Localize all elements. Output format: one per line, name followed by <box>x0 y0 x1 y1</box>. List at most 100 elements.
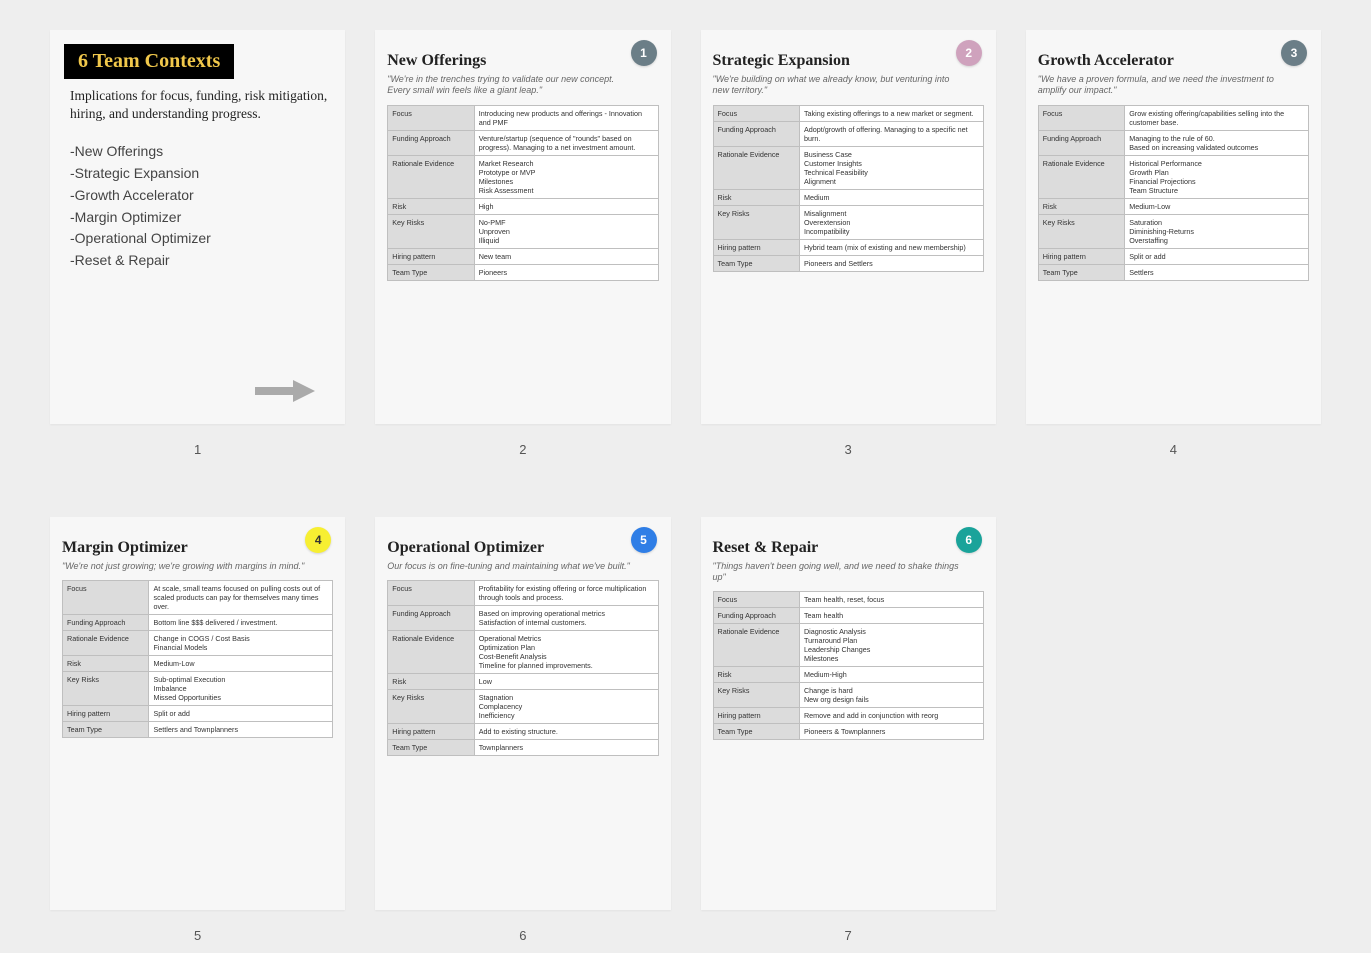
intro-list-item: -Reset & Repair <box>70 250 333 272</box>
table-row: Rationale EvidenceMarket ResearchPrototy… <box>388 155 658 198</box>
row-value: Introducing new products and offerings -… <box>474 105 658 130</box>
slide-context: 3Growth Accelerator"We have a proven for… <box>1026 30 1321 424</box>
table-row: FocusAt scale, small teams focused on pu… <box>63 580 333 614</box>
slide-5: 4Margin Optimizer"We're not just growing… <box>50 517 345 944</box>
row-label: Rationale Evidence <box>713 624 799 667</box>
row-label: Risk <box>388 198 474 214</box>
context-quote: "We have a proven formula, and we need t… <box>1038 74 1309 97</box>
slide-context: 2Strategic Expansion"We're building on w… <box>701 30 996 424</box>
row-value: SaturationDiminishing-ReturnsOverstaffin… <box>1125 214 1309 248</box>
row-label: Rationale Evidence <box>388 155 474 198</box>
row-value: Townplanners <box>474 739 658 755</box>
row-value: Venture/startup (sequence of "rounds" ba… <box>474 130 658 155</box>
table-row: Rationale EvidenceOperational MetricsOpt… <box>388 630 658 673</box>
page-number: 2 <box>519 442 526 457</box>
row-label: Funding Approach <box>388 130 474 155</box>
table-row: Funding ApproachAdopt/growth of offering… <box>713 121 983 146</box>
row-value: Diagnostic AnalysisTurnaround PlanLeader… <box>799 624 983 667</box>
row-label: Hiring pattern <box>388 723 474 739</box>
table-row: Team TypePioneers <box>388 264 658 280</box>
table-row: Key RisksChange is hardNew org design fa… <box>713 683 983 708</box>
context-quote: "We're in the trenches trying to validat… <box>387 74 658 97</box>
row-value: Split or add <box>1125 248 1309 264</box>
intro-list-item: -Growth Accelerator <box>70 185 333 207</box>
slide-context: 5Operational OptimizerOur focus is on fi… <box>375 517 670 911</box>
row-value: At scale, small teams focused on pulling… <box>149 580 333 614</box>
table-row: Team TypeSettlers <box>1038 264 1308 280</box>
slide-3: 2Strategic Expansion"We're building on w… <box>701 30 996 457</box>
row-value: Historical PerformanceGrowth PlanFinanci… <box>1125 155 1309 198</box>
table-row: Rationale EvidenceChange in COGS / Cost … <box>63 630 333 655</box>
row-value: Medium-Low <box>149 655 333 671</box>
slide-badge: 4 <box>305 527 331 553</box>
context-quote: "We're building on what we already know,… <box>713 74 984 97</box>
row-label: Key Risks <box>388 214 474 248</box>
table-row: Key RisksSaturationDiminishing-ReturnsOv… <box>1038 214 1308 248</box>
context-table: FocusIntroducing new products and offeri… <box>387 105 658 281</box>
row-label: Key Risks <box>1038 214 1124 248</box>
intro-subtitle: Implications for focus, funding, risk mi… <box>64 87 333 123</box>
row-value: High <box>474 198 658 214</box>
row-value: Medium-High <box>799 667 983 683</box>
row-label: Focus <box>388 580 474 605</box>
context-table: FocusAt scale, small teams focused on pu… <box>62 580 333 738</box>
row-value: Pioneers <box>474 264 658 280</box>
page-number: 1 <box>194 442 201 457</box>
slide-2: 1New Offerings"We're in the trenches try… <box>375 30 670 457</box>
table-row: Hiring patternNew team <box>388 248 658 264</box>
row-label: Focus <box>713 105 799 121</box>
row-value: Add to existing structure. <box>474 723 658 739</box>
table-row: Rationale EvidenceBusiness CaseCustomer … <box>713 146 983 189</box>
slide-badge: 5 <box>631 527 657 553</box>
slide-intro: 6 Team Contexts Implications for focus, … <box>50 30 345 424</box>
row-value: Settlers <box>1125 264 1309 280</box>
row-label: Team Type <box>713 724 799 740</box>
row-label: Focus <box>713 592 799 608</box>
table-row: FocusGrow existing offering/capabilities… <box>1038 105 1308 130</box>
row-label: Key Risks <box>713 683 799 708</box>
table-row: Funding ApproachTeam health <box>713 608 983 624</box>
context-title: Reset & Repair <box>713 539 984 557</box>
row-value: Profitability for existing offering or f… <box>474 580 658 605</box>
intro-list-item: -Operational Optimizer <box>70 228 333 250</box>
table-row: Rationale EvidenceHistorical Performance… <box>1038 155 1308 198</box>
row-value: Change is hardNew org design fails <box>799 683 983 708</box>
slide-7: 6Reset & Repair "Things haven't been goin… <box>701 517 996 944</box>
row-label: Focus <box>388 105 474 130</box>
context-table: FocusProfitability for existing offering… <box>387 580 658 756</box>
context-title: Operational Optimizer <box>387 539 658 557</box>
row-label: Risk <box>713 189 799 205</box>
slide-badge: 6 <box>956 527 982 553</box>
table-row: Team TypeSettlers and Townplanners <box>63 721 333 737</box>
row-label: Rationale Evidence <box>713 146 799 189</box>
table-row: FocusTaking existing offerings to a new … <box>713 105 983 121</box>
row-label: Team Type <box>63 721 149 737</box>
intro-list-item: -Margin Optimizer <box>70 207 333 229</box>
table-row: Hiring patternRemove and add in conjunct… <box>713 708 983 724</box>
context-title: Growth Accelerator <box>1038 52 1309 70</box>
row-value: Change in COGS / Cost BasisFinancial Mod… <box>149 630 333 655</box>
row-value: Remove and add in conjunction with reorg <box>799 708 983 724</box>
row-value: Adopt/growth of offering. Managing to a … <box>799 121 983 146</box>
context-title: Margin Optimizer <box>62 539 333 557</box>
row-value: Team health, reset, focus <box>799 592 983 608</box>
row-label: Funding Approach <box>388 605 474 630</box>
slide-4: 3Growth Accelerator"We have a proven for… <box>1026 30 1321 457</box>
page-number: 7 <box>845 928 852 943</box>
row-value: Pioneers & Townplanners <box>799 724 983 740</box>
row-label: Hiring pattern <box>1038 248 1124 264</box>
row-value: Bottom line $$$ delivered / investment. <box>149 614 333 630</box>
row-label: Hiring pattern <box>63 705 149 721</box>
table-row: Hiring patternHybrid team (mix of existi… <box>713 239 983 255</box>
row-value: Pioneers and Settlers <box>799 255 983 271</box>
row-value: StagnationComplacencyInefficiency <box>474 689 658 723</box>
table-row: FocusProfitability for existing offering… <box>388 580 658 605</box>
row-label: Team Type <box>388 739 474 755</box>
row-value: Hybrid team (mix of existing and new mem… <box>799 239 983 255</box>
slide-context: 4Margin Optimizer"We're not just growing… <box>50 517 345 911</box>
context-quote: "Things haven't been going well, and we … <box>713 561 984 584</box>
row-value: Team health <box>799 608 983 624</box>
table-row: RiskHigh <box>388 198 658 214</box>
row-label: Key Risks <box>713 205 799 239</box>
row-label: Risk <box>1038 198 1124 214</box>
